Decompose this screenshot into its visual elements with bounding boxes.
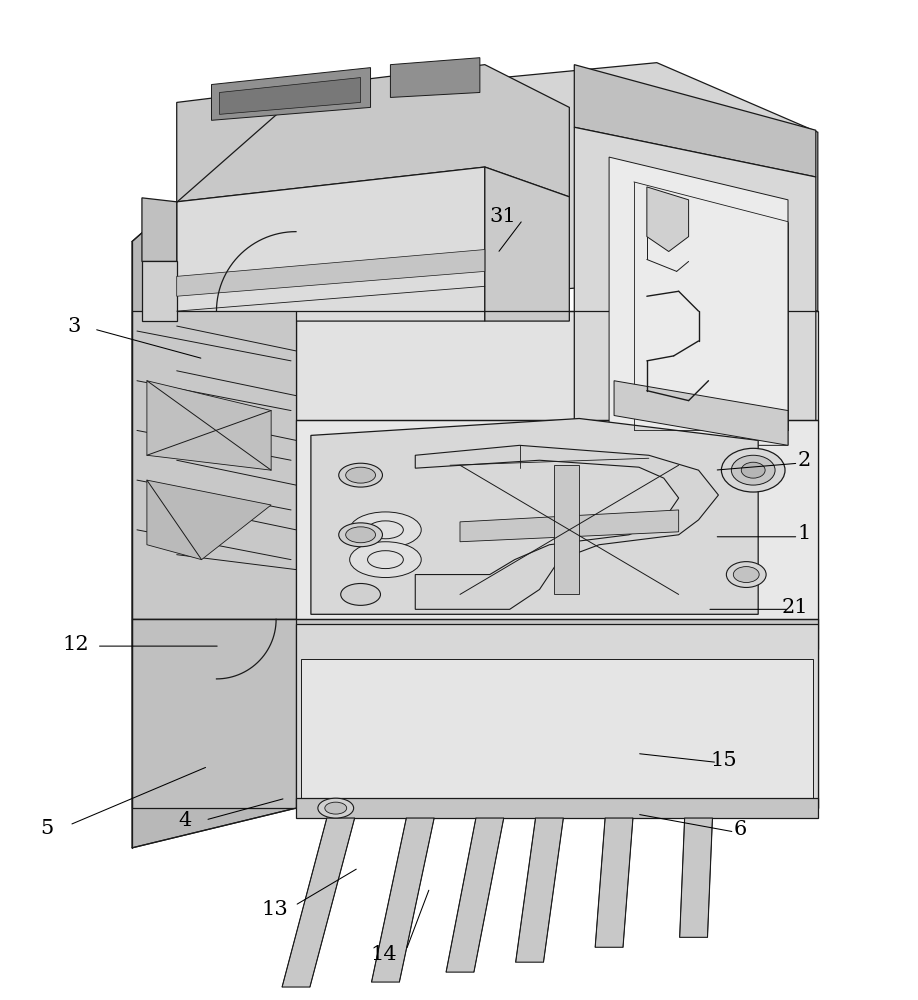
Ellipse shape: [741, 462, 765, 478]
Ellipse shape: [367, 551, 403, 569]
Polygon shape: [211, 68, 371, 120]
Polygon shape: [516, 818, 564, 962]
Text: 5: 5: [40, 819, 53, 838]
Ellipse shape: [331, 533, 439, 586]
Polygon shape: [446, 818, 504, 972]
Ellipse shape: [314, 494, 457, 566]
Text: 2: 2: [797, 451, 811, 470]
Polygon shape: [485, 167, 569, 321]
Polygon shape: [132, 97, 296, 848]
Ellipse shape: [726, 562, 767, 587]
Polygon shape: [554, 465, 579, 594]
Polygon shape: [177, 65, 569, 202]
Ellipse shape: [350, 542, 421, 578]
Polygon shape: [296, 311, 818, 808]
Polygon shape: [296, 420, 818, 624]
Polygon shape: [219, 78, 361, 114]
Ellipse shape: [732, 455, 775, 485]
Polygon shape: [575, 127, 816, 490]
Polygon shape: [177, 167, 485, 321]
Ellipse shape: [346, 527, 375, 543]
Ellipse shape: [331, 503, 439, 557]
Text: 6: 6: [733, 820, 746, 839]
Ellipse shape: [339, 463, 383, 487]
Polygon shape: [282, 818, 354, 987]
Polygon shape: [609, 157, 788, 445]
Polygon shape: [177, 250, 485, 296]
Polygon shape: [132, 619, 296, 808]
Ellipse shape: [318, 798, 353, 818]
Polygon shape: [147, 480, 271, 560]
Ellipse shape: [325, 802, 347, 814]
Text: 31: 31: [489, 207, 516, 226]
Polygon shape: [647, 187, 688, 252]
Ellipse shape: [346, 467, 375, 483]
Text: 3: 3: [67, 317, 81, 336]
Polygon shape: [415, 445, 719, 609]
Polygon shape: [301, 659, 812, 798]
Ellipse shape: [367, 521, 403, 539]
Ellipse shape: [314, 524, 457, 595]
Text: 1: 1: [797, 524, 811, 543]
Polygon shape: [142, 198, 177, 261]
Ellipse shape: [350, 512, 421, 548]
Polygon shape: [132, 311, 296, 619]
Text: 15: 15: [711, 751, 737, 770]
Ellipse shape: [341, 583, 380, 605]
Polygon shape: [296, 63, 818, 311]
Text: 4: 4: [179, 811, 192, 830]
Text: 21: 21: [781, 598, 808, 617]
Polygon shape: [147, 381, 271, 470]
Ellipse shape: [733, 567, 759, 582]
Polygon shape: [296, 624, 818, 808]
Polygon shape: [575, 65, 816, 177]
Text: 14: 14: [371, 945, 397, 964]
Polygon shape: [311, 418, 758, 614]
Polygon shape: [595, 818, 633, 947]
Text: 12: 12: [62, 635, 89, 654]
Text: 13: 13: [262, 900, 288, 919]
Polygon shape: [142, 261, 177, 321]
Polygon shape: [614, 381, 788, 445]
Ellipse shape: [722, 448, 785, 492]
Polygon shape: [460, 510, 678, 542]
Polygon shape: [390, 58, 480, 97]
Polygon shape: [679, 818, 712, 937]
Polygon shape: [372, 818, 434, 982]
Polygon shape: [296, 798, 818, 818]
Ellipse shape: [339, 523, 383, 547]
Polygon shape: [132, 619, 818, 649]
